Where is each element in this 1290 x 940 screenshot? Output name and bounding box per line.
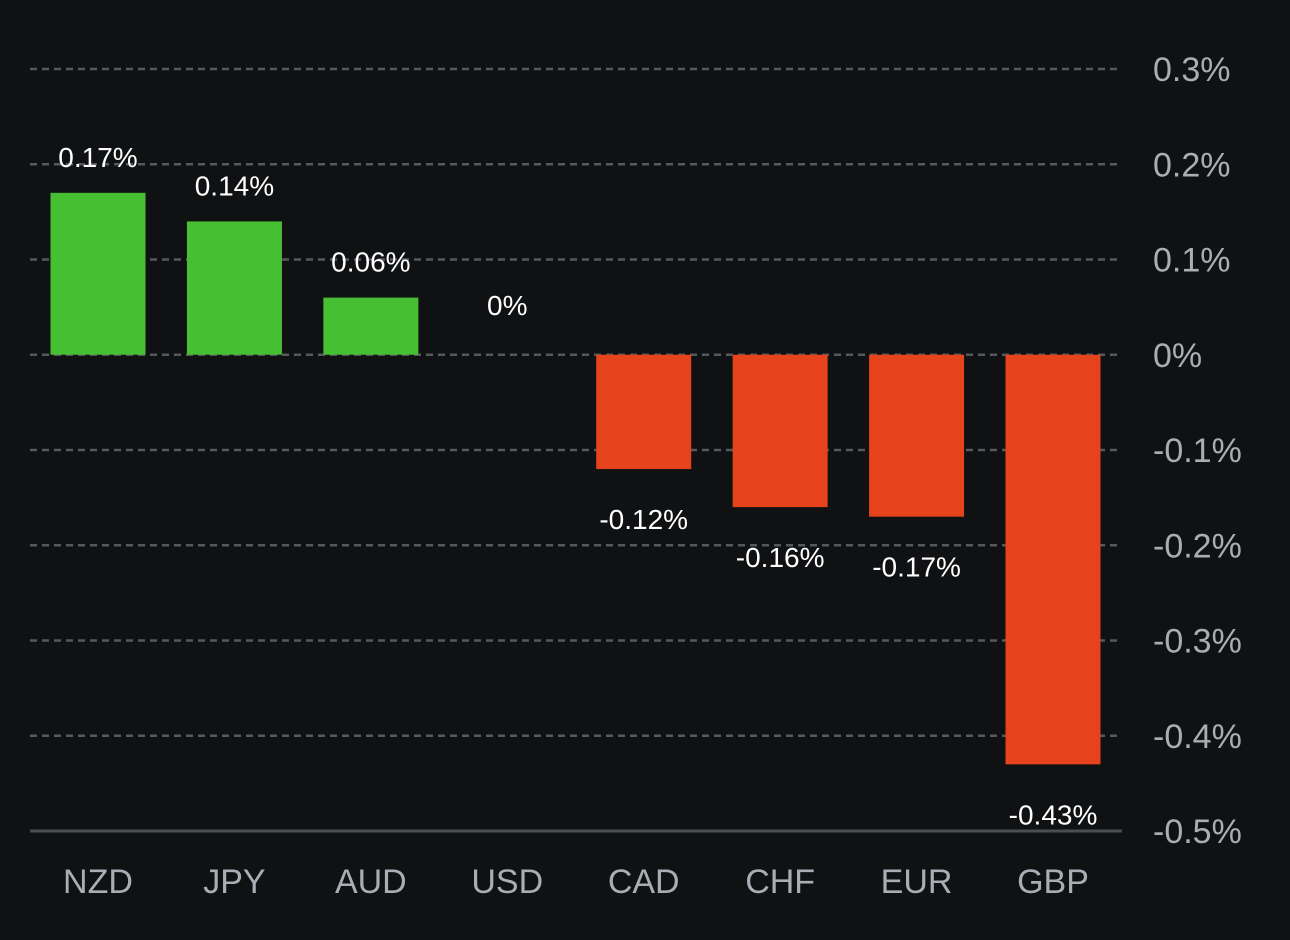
- y-axis-ticks: 0.3% 0.2% 0.1% 0% -0.1% -0.2% -0.3% -0.4% -0.5%: [1153, 51, 1242, 851]
- data-label: 0.14%: [195, 170, 274, 201]
- bar-gbp: [1005, 354, 1101, 765]
- x-tick-label: NZD: [63, 863, 133, 901]
- y-tick-label: 0%: [1153, 337, 1202, 375]
- data-label: -0.12%: [599, 504, 688, 535]
- x-tick-label: CAD: [608, 863, 680, 901]
- y-tick-label: 0.3%: [1153, 51, 1231, 89]
- data-label: 0.17%: [58, 142, 137, 173]
- y-tick-label: -0.5%: [1153, 813, 1242, 851]
- bar-nzd: [50, 192, 146, 355]
- y-tick-label: 0.1%: [1153, 242, 1231, 280]
- data-label-layer: 0.17% 0.14% 0.06% 0% -0.12% -0.16% -0.17% -0.43…: [58, 142, 1097, 831]
- x-tick-label: EUR: [881, 863, 953, 901]
- x-tick-label: AUD: [335, 863, 407, 901]
- data-label: -0.16%: [736, 542, 825, 573]
- bar-layer: [50, 192, 1101, 765]
- y-tick-label: -0.2%: [1153, 527, 1242, 565]
- data-label: -0.43%: [1009, 799, 1098, 830]
- bar-aud: [323, 297, 419, 355]
- data-label: 0.06%: [331, 247, 410, 278]
- y-tick-label: -0.1%: [1153, 432, 1242, 470]
- data-label: -0.17%: [872, 552, 961, 583]
- x-axis-ticks: NZD JPY AUD USD CAD CHF EUR GBP: [63, 863, 1089, 901]
- x-tick-label: JPY: [203, 863, 265, 901]
- bar-cad: [596, 354, 692, 470]
- x-tick-label: CHF: [745, 863, 815, 901]
- y-tick-label: -0.3%: [1153, 623, 1242, 661]
- bar-eur: [869, 354, 965, 517]
- bar-chf: [732, 354, 828, 508]
- y-tick-label: -0.4%: [1153, 718, 1242, 756]
- x-tick-label: USD: [471, 863, 543, 901]
- bar-jpy: [186, 221, 282, 355]
- x-tick-label: GBP: [1017, 863, 1089, 901]
- data-label: 0%: [487, 290, 527, 321]
- y-tick-label: 0.2%: [1153, 146, 1231, 184]
